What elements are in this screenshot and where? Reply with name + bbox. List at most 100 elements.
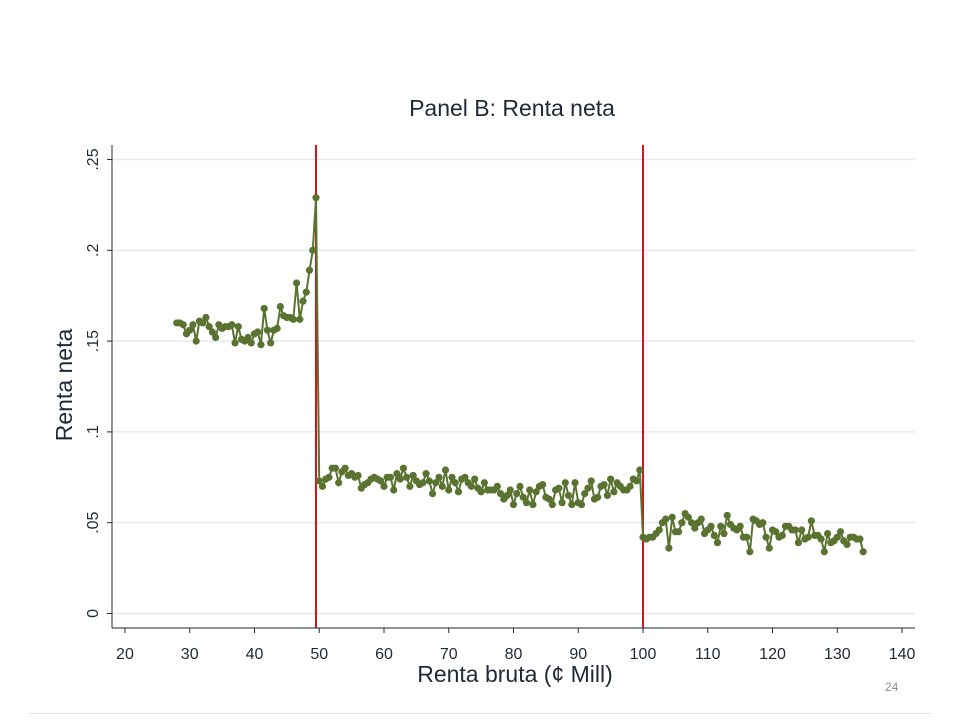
data-point <box>335 479 343 487</box>
data-point <box>341 464 349 472</box>
data-point <box>817 535 825 543</box>
x-tick-label: 80 <box>505 646 523 663</box>
data-point <box>762 533 770 541</box>
data-point <box>435 473 443 481</box>
data-point <box>581 490 589 498</box>
data-point <box>859 548 867 556</box>
data-point <box>318 482 327 490</box>
data-point <box>425 477 433 485</box>
page-number: 24 <box>885 680 899 694</box>
data-point <box>710 531 718 539</box>
data-point <box>325 473 333 481</box>
data-point <box>399 464 408 472</box>
data-point <box>668 513 676 521</box>
data-point <box>503 491 511 500</box>
data-point <box>263 326 272 334</box>
data-point <box>807 517 815 525</box>
x-tick-label: 90 <box>569 646 587 663</box>
data-point <box>516 482 524 490</box>
cutoff-lines <box>314 145 645 628</box>
data-point <box>584 484 592 492</box>
data-point <box>820 548 828 556</box>
data-point <box>743 533 751 541</box>
data-point <box>539 480 547 489</box>
data-point <box>720 529 728 538</box>
data-point <box>276 303 284 311</box>
data-point <box>765 544 773 552</box>
data-point <box>577 500 586 509</box>
footer-divider <box>28 713 932 714</box>
data-point <box>380 482 388 490</box>
data-point <box>386 473 395 481</box>
data-point <box>678 519 686 527</box>
data-point <box>509 500 518 509</box>
data-point <box>292 279 301 287</box>
data-point <box>548 500 556 509</box>
data-point <box>662 515 670 523</box>
data-point <box>723 511 731 520</box>
data-point <box>558 499 566 507</box>
x-tick-label: 140 <box>889 646 916 663</box>
y-tick-label: .25 <box>85 148 102 170</box>
data-point <box>480 479 488 487</box>
data-point <box>836 528 845 536</box>
data-point <box>571 479 579 487</box>
data-point <box>331 464 340 472</box>
data-point <box>798 526 806 534</box>
data-point <box>406 482 414 490</box>
data-point <box>632 477 641 485</box>
data-point <box>545 495 553 503</box>
data-point <box>665 544 673 552</box>
data-point <box>260 304 268 313</box>
data-point <box>636 466 644 474</box>
data-point <box>684 513 692 521</box>
data-point <box>691 524 699 532</box>
data-point <box>438 482 446 490</box>
data-point <box>717 522 725 530</box>
y-tick-label: .2 <box>85 244 102 257</box>
data-point <box>471 475 479 483</box>
data-point <box>506 486 514 494</box>
data-point <box>655 526 663 534</box>
data-point <box>856 535 864 543</box>
data-point <box>396 475 404 483</box>
data-point <box>354 471 362 480</box>
data-point <box>823 529 832 538</box>
data-point <box>273 324 281 332</box>
data-point <box>422 470 430 478</box>
data-point <box>603 491 611 500</box>
data-point <box>305 266 314 274</box>
y-tick-label: .1 <box>85 425 102 438</box>
data-point <box>513 490 521 498</box>
data-point <box>179 321 187 329</box>
grid-lines <box>112 158 915 615</box>
data-point <box>496 490 505 498</box>
data-point <box>467 482 476 490</box>
data-point <box>454 488 463 496</box>
axes: 0 .05 .1 .15 .2 .25 20 30 40 50 60 70 80 90 100 110 120 1… <box>85 145 915 663</box>
x-tick-label: 100 <box>630 646 657 663</box>
data-point <box>600 480 608 489</box>
data-point <box>409 471 417 480</box>
data-point <box>254 328 262 336</box>
data-point <box>746 548 754 556</box>
y-tick-label: .15 <box>85 330 102 352</box>
data-point <box>772 528 780 536</box>
data-point <box>522 499 531 507</box>
data-point <box>610 488 618 496</box>
data-point <box>419 479 427 487</box>
data-point <box>186 326 194 334</box>
data-point <box>448 473 456 481</box>
data-point <box>432 479 440 487</box>
data-point <box>843 540 851 549</box>
data-point <box>687 519 696 527</box>
x-axis-label: Renta bruta (¢ Mill) <box>417 661 613 687</box>
data-point <box>228 321 236 329</box>
x-tick-label: 120 <box>759 646 786 663</box>
series-layer <box>173 194 867 556</box>
x-tick-label: 60 <box>375 646 393 663</box>
data-point <box>212 333 220 342</box>
data-point <box>555 484 563 492</box>
data-point <box>247 339 255 347</box>
